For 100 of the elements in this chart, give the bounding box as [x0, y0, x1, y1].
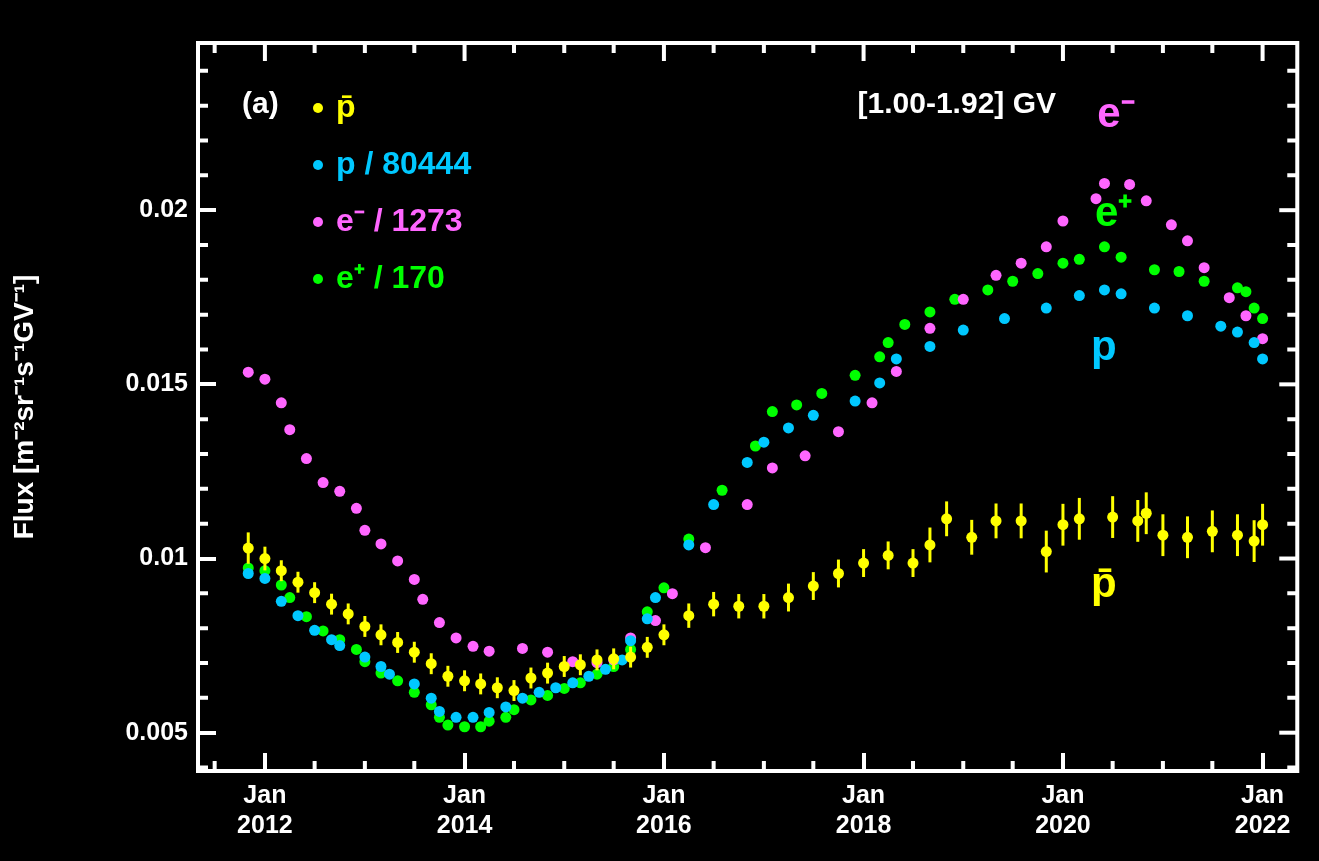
point: [350, 643, 362, 655]
point: [1040, 302, 1052, 314]
point: [1073, 290, 1085, 302]
legend-label: e⁻ / 1273: [336, 201, 463, 238]
point: [1140, 195, 1152, 207]
point: [392, 555, 404, 567]
point: [782, 422, 794, 434]
point: [1057, 215, 1069, 227]
point: [791, 399, 803, 411]
x-tick-label: Jan 2014: [436, 779, 493, 838]
point: [375, 538, 387, 550]
point: [799, 450, 811, 462]
point: [766, 462, 778, 474]
point: [408, 573, 420, 585]
point: [924, 306, 936, 318]
point: [716, 484, 728, 496]
point: [1240, 286, 1252, 298]
point: [516, 642, 528, 654]
y-tick-label: 0.02: [139, 194, 188, 223]
annotation: [1.00-1.92] GV: [857, 86, 1056, 120]
point: [1173, 266, 1185, 277]
point: [1098, 241, 1110, 253]
point: [1007, 275, 1019, 287]
point: [957, 324, 969, 336]
annotation: p: [1090, 322, 1117, 370]
point: [874, 377, 886, 389]
point: [758, 436, 770, 448]
point: [542, 646, 554, 658]
legend-label: p̄: [336, 87, 356, 124]
point: [317, 477, 329, 489]
point: [359, 651, 371, 663]
y-tick-label: 0.005: [125, 716, 189, 745]
y-tick-label: 0.01: [139, 542, 189, 571]
point: [1040, 241, 1052, 253]
point: [450, 711, 462, 723]
point: [334, 640, 346, 652]
legend-label: e⁺ / 170: [336, 258, 445, 295]
point: [924, 340, 936, 352]
point: [890, 353, 902, 365]
point: [866, 397, 878, 409]
point: [542, 689, 554, 701]
point: [708, 499, 720, 511]
point: [500, 701, 512, 713]
point: [1181, 310, 1193, 322]
point: [924, 322, 936, 334]
point: [599, 663, 611, 675]
x-tick-label: Jan 2020: [1035, 779, 1091, 838]
point: [392, 675, 404, 687]
point: [666, 588, 678, 600]
point: [334, 485, 346, 497]
point: [433, 617, 445, 629]
point: [1032, 268, 1044, 280]
point: [957, 293, 969, 305]
x-tick-label: Jan 2022: [1234, 779, 1291, 838]
point: [550, 682, 562, 694]
point: [1181, 235, 1193, 247]
x-tick-label: Jan 2016: [636, 779, 692, 838]
point: [1223, 292, 1235, 304]
point: [1240, 310, 1252, 322]
point: [766, 406, 778, 418]
x-tick-label: Jan 2012: [237, 779, 293, 838]
point: [450, 632, 462, 644]
point: [567, 677, 579, 689]
point: [383, 668, 395, 680]
point: [1248, 302, 1260, 314]
legend-label: p / 80444: [336, 144, 472, 181]
annotation: (a): [241, 86, 279, 120]
point: [583, 670, 595, 682]
point: [442, 719, 454, 731]
point: [1257, 333, 1269, 345]
point: [475, 721, 487, 733]
point: [890, 365, 902, 377]
point: [990, 269, 1002, 281]
point: [699, 542, 711, 554]
point: [275, 397, 287, 409]
annotation: e⁺: [1095, 187, 1133, 235]
point: [375, 661, 387, 672]
x-tick-label: Jan 2018: [835, 779, 892, 838]
point: [467, 711, 479, 723]
point: [284, 592, 296, 604]
point: [1057, 257, 1069, 269]
point: [292, 610, 304, 622]
point: [309, 624, 321, 636]
point: [1098, 177, 1110, 189]
point: [359, 524, 371, 536]
point: [1231, 282, 1243, 294]
point: [483, 706, 495, 718]
point: [275, 595, 287, 607]
point: [408, 678, 420, 690]
point: [259, 373, 271, 385]
point: [1124, 178, 1136, 190]
point: [1231, 326, 1243, 338]
point: [849, 395, 861, 407]
point: [658, 582, 670, 594]
point: [874, 351, 886, 363]
point: [982, 284, 994, 296]
point: [433, 705, 445, 717]
point: [1248, 337, 1260, 349]
point: [1257, 313, 1269, 325]
point: [1148, 264, 1160, 276]
